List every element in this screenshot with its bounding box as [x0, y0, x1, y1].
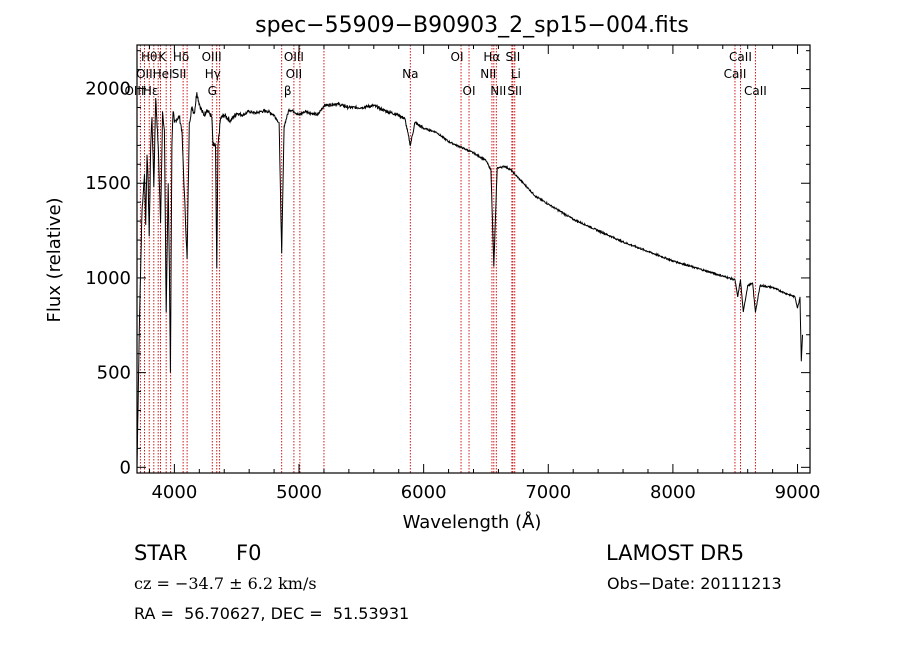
spectral-line-markers	[139, 45, 756, 473]
x-tick-label: 5000	[276, 482, 322, 503]
spectral-line-label: OIII	[284, 50, 304, 64]
observation-date: Obs−Date: 20111213	[607, 574, 782, 593]
spectral-line-label: SII	[507, 84, 522, 98]
y-tick-label: 2000	[85, 79, 131, 100]
spectral-line-label: OI	[451, 50, 464, 64]
x-tick-label: 4000	[151, 482, 197, 503]
spectral-line-label: Hα	[483, 50, 500, 64]
spectral-line-label: HeI	[153, 67, 173, 81]
spectral-line-label: Hδ	[173, 50, 189, 64]
y-tick-label: 1000	[85, 268, 131, 289]
radial-velocity: cz = −34.7 ± 6.2 km/s	[134, 574, 317, 593]
spectral-line-label: OIII	[124, 84, 144, 98]
x-axis-label: Wavelength (Å)	[403, 511, 542, 533]
x-tick-label: 8000	[650, 482, 696, 503]
y-axis-ticks: 0 500 1000 1500 2000	[85, 50, 810, 478]
spectral-line-label: Li	[511, 67, 521, 81]
spectral-line-label: G	[208, 84, 217, 98]
x-tick-label: 9000	[775, 482, 821, 503]
x-tick-label: 6000	[401, 482, 447, 503]
spectral-line-label: OII	[136, 67, 153, 81]
y-tick-label: 1500	[85, 173, 131, 194]
spectral-line-label: CaII	[744, 84, 767, 98]
spectral-line-label: SII	[506, 50, 521, 64]
spectral-line-label: Na	[402, 67, 418, 81]
chart-title: spec−55909−B90903_2_sp15−004.fits	[255, 13, 689, 38]
spectral-line-label: OII	[286, 67, 303, 81]
spectral-line-label: CaII	[729, 50, 752, 64]
x-tick-label: 7000	[525, 482, 571, 503]
object-subclass: F0	[236, 541, 262, 565]
spectral-line-label: CaII	[724, 67, 747, 81]
y-tick-label: 0	[120, 457, 131, 478]
spectral-line-label: Hθ	[141, 50, 157, 64]
object-class: STAR	[134, 541, 188, 565]
spectral-line-label: Hε	[143, 84, 159, 98]
spectral-line-label: K	[158, 50, 167, 64]
spectral-line-label: OI	[463, 84, 476, 98]
spectral-line-label: β	[284, 84, 292, 98]
spectral-line-label: NII	[490, 84, 506, 98]
y-tick-label: 500	[97, 363, 131, 384]
spectrum-series-line	[136, 92, 803, 468]
x-axis-ticks: 4000 5000 6000 7000 8000 9000	[148, 45, 821, 503]
plot-frame	[136, 44, 811, 474]
spectral-line-label: Hγ	[205, 67, 221, 81]
spectral-line-label: OIII	[202, 50, 222, 64]
coordinates: RA = 56.70627, DEC = 51.53931	[134, 604, 410, 623]
survey-name: LAMOST DR5	[606, 541, 745, 565]
y-axis-label: Flux (relative)	[44, 197, 65, 322]
spectral-line-label: SII	[172, 67, 187, 81]
spectral-line-label: NII	[480, 67, 496, 81]
